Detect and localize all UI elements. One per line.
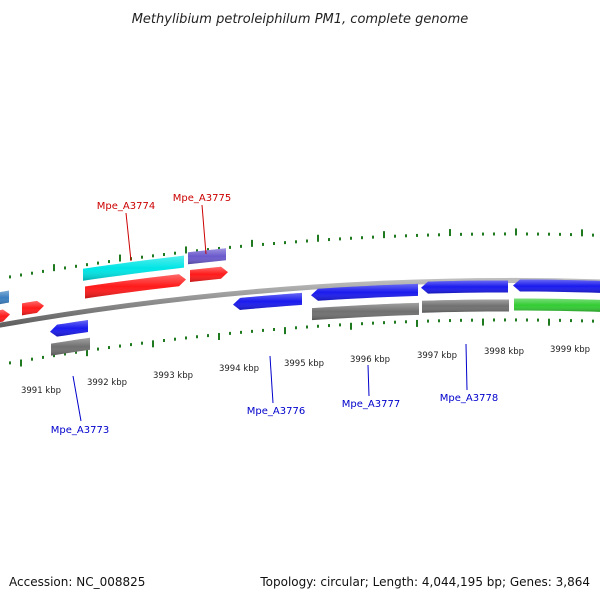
line-mpe-a3774 — [125, 212, 132, 262]
gene-label-mpe-a3773[interactable]: Mpe_A3773 — [51, 425, 109, 436]
map-title: Methylibium petroleiphilum PM1, complete… — [132, 12, 469, 27]
slateblue-gene-shade — [188, 248, 226, 265]
line-mpe-a3778 — [465, 343, 468, 391]
green-gene-right-shade — [514, 298, 600, 312]
gene-label-mpe-a3774[interactable]: Mpe_A3774 — [97, 201, 155, 212]
gene-label-mpe-a3778[interactable]: Mpe_A3778 — [440, 393, 498, 404]
tick-label: 3994 kbp — [219, 364, 259, 374]
gene-label-mpe-a3776[interactable]: Mpe_A3776 — [247, 406, 305, 417]
grey-gene-mpe-a3773-shade — [51, 337, 90, 356]
tick-label: 3993 kbp — [153, 371, 193, 381]
grey-gene-mpe-a3777-shade — [312, 302, 419, 321]
line-mpe-a3773 — [72, 375, 82, 422]
red-gene-small-shade — [22, 300, 44, 316]
cyan-gene-shade — [83, 255, 184, 281]
tick-label: 3995 kbp — [284, 359, 324, 369]
accession-label: Accession: NC_008825 — [9, 575, 145, 589]
red-gene-mpe-a3775-shade — [190, 266, 228, 283]
gene-label-lines — [72, 204, 468, 422]
blue-gene-mpe-a3776-shade — [233, 292, 302, 310]
blue-gene-right-shade — [513, 279, 600, 293]
topology-label: Topology: circular; Length: 4,044,195 bp… — [259, 575, 590, 589]
blue-gene-mpe-a3778-shade — [421, 280, 508, 294]
tick-label: 3997 kbp — [417, 351, 457, 361]
blue-gene-mpe-a3773-shade — [50, 320, 88, 337]
tick-label: 3998 kbp — [484, 347, 524, 357]
gene-label-mpe-a3777[interactable]: Mpe_A3777 — [342, 399, 400, 410]
tick-label: 3992 kbp — [87, 378, 127, 388]
line-mpe-a3777 — [367, 364, 370, 397]
tick-label: 3996 kbp — [350, 355, 390, 365]
tick-labels: 3991 kbp 3992 kbp 3993 kbp 3994 kbp 3995 kbp… — [21, 345, 590, 396]
gene-label-mpe-a3775[interactable]: Mpe_A3775 — [173, 193, 231, 204]
partial-forward-gene-left-shade — [0, 290, 9, 305]
tick-label: 3999 kbp — [550, 345, 590, 355]
line-mpe-a3775 — [201, 204, 207, 255]
tick-label: 3991 kbp — [21, 386, 61, 396]
grey-gene-mpe-a3778-shade — [422, 299, 509, 313]
red-gene-mpe-a3774-shade — [85, 274, 186, 299]
partial-red-gene-left-shade — [0, 309, 10, 323]
gene-features — [0, 248, 600, 356]
line-mpe-a3776 — [269, 355, 274, 404]
blue-gene-mpe-a3777-shade — [311, 283, 418, 301]
